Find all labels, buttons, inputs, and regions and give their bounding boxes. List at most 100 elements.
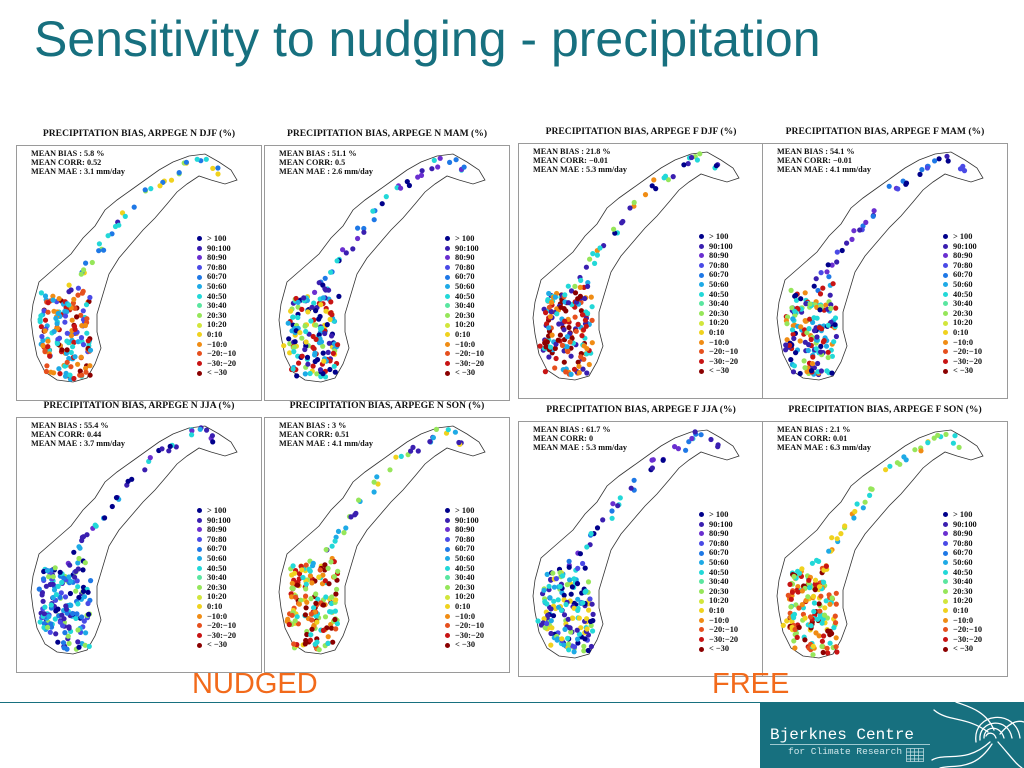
mean-corr: MEAN CORR: 0.44 <box>31 429 102 439</box>
station-dot <box>631 203 637 209</box>
legend-item: 50:60 <box>943 280 982 290</box>
station-dot <box>545 298 551 304</box>
station-dot <box>50 293 56 299</box>
station-dot <box>563 601 569 608</box>
legend-item: 40:50 <box>943 290 982 300</box>
station-dot <box>71 375 77 382</box>
legend-swatch <box>699 301 704 307</box>
map-frame: MEAN BIAS : 21.8 % MEAN CORR: −0.01 MEAN… <box>518 143 764 399</box>
panel-title: PRECIPITATION BIAS, ARPEGE F SON (%) <box>788 404 982 415</box>
panel-title: PRECIPITATION BIAS, ARPEGE N MAM (%) <box>286 128 488 139</box>
legend-label: 20:30 <box>207 310 227 320</box>
station-dot <box>792 626 798 633</box>
legend-swatch <box>445 527 450 533</box>
station-dot <box>807 585 813 591</box>
legend-swatch <box>699 550 704 556</box>
station-dot <box>796 605 802 611</box>
legend-item: −30:−20 <box>197 631 236 641</box>
station-dot <box>574 581 581 587</box>
legend-swatch <box>699 253 704 259</box>
legend-label: 60:70 <box>455 272 475 282</box>
station-dot <box>932 158 938 164</box>
legend-item: 90:100 <box>445 516 484 526</box>
station-dot <box>565 635 571 641</box>
legend-swatch <box>943 579 948 585</box>
station-dot <box>324 322 330 328</box>
station-dot <box>824 645 830 651</box>
legend-item: −30:−20 <box>445 631 484 641</box>
station-dot <box>579 333 585 339</box>
legend-item: 90:100 <box>197 244 236 254</box>
station-dot <box>642 192 649 198</box>
station-dot <box>309 580 315 586</box>
station-dot <box>355 225 361 231</box>
station-dot <box>101 247 107 253</box>
station-dot <box>580 560 586 567</box>
legend-swatch <box>699 598 704 604</box>
legend-item: 80:90 <box>445 253 484 263</box>
station-dot <box>797 370 803 377</box>
station-dot <box>546 290 552 297</box>
legend-label: < −30 <box>953 644 974 654</box>
station-dot <box>102 515 108 521</box>
legend-swatch <box>197 527 202 533</box>
legend-swatch <box>943 253 948 259</box>
station-dot <box>821 612 828 618</box>
station-dot <box>328 299 334 305</box>
station-dot <box>72 305 78 311</box>
station-dot <box>62 313 69 319</box>
legend-swatch <box>445 245 450 251</box>
station-dot <box>42 293 49 299</box>
map-frame: MEAN BIAS : 54.1 % MEAN CORR: −0.01 MEAN… <box>762 143 1008 399</box>
station-dot <box>580 366 586 372</box>
norway-map <box>30 425 238 655</box>
legend-item: < −30 <box>197 368 236 378</box>
station-dot <box>542 625 548 631</box>
legend-item: 30:40 <box>197 301 236 311</box>
legend-item: 60:70 <box>197 272 236 282</box>
station-dot <box>42 317 49 323</box>
legend-swatch <box>197 556 202 562</box>
station-dot <box>787 342 793 348</box>
legend-label: −30:−20 <box>455 630 485 640</box>
logo-subtitle: for Climate Research <box>788 746 903 757</box>
station-dot <box>827 292 833 298</box>
station-dot <box>83 365 89 371</box>
legend-label: 40:50 <box>207 291 227 301</box>
legend-label: 20:30 <box>709 308 729 318</box>
station-dot <box>784 337 790 343</box>
station-dot <box>851 228 857 234</box>
station-dot <box>406 182 412 189</box>
station-dot <box>819 620 825 626</box>
station-dot <box>863 219 869 225</box>
station-dot <box>545 612 551 618</box>
station-dot <box>333 591 339 597</box>
station-dot <box>582 589 588 595</box>
station-dot <box>582 565 588 571</box>
station-dot <box>159 446 165 452</box>
legend-label: 30:40 <box>207 301 227 311</box>
station-dot <box>68 578 74 584</box>
norway-map <box>776 429 984 659</box>
station-dot <box>51 328 57 335</box>
station-dot <box>586 361 592 368</box>
legend-label: −20:−10 <box>953 347 983 357</box>
legend-swatch <box>943 608 948 614</box>
station-dot <box>537 343 543 349</box>
legend-swatch <box>197 565 202 571</box>
station-dot <box>564 334 570 340</box>
map-legend: > 100 90:100 80:90 70:80 60:70 50:60 40:50 30:4… <box>445 506 484 650</box>
station-dot <box>794 634 800 640</box>
station-dot <box>820 649 826 656</box>
station-dot <box>576 363 582 369</box>
station-dot <box>37 619 43 625</box>
station-dot <box>791 363 797 369</box>
station-dot <box>857 227 863 233</box>
station-dot <box>788 604 794 610</box>
station-dot <box>577 551 583 557</box>
station-dot <box>333 597 339 603</box>
station-dot <box>578 308 584 314</box>
station-dot <box>615 503 621 509</box>
station-dot <box>823 563 829 569</box>
legend-label: 90:100 <box>709 519 733 529</box>
